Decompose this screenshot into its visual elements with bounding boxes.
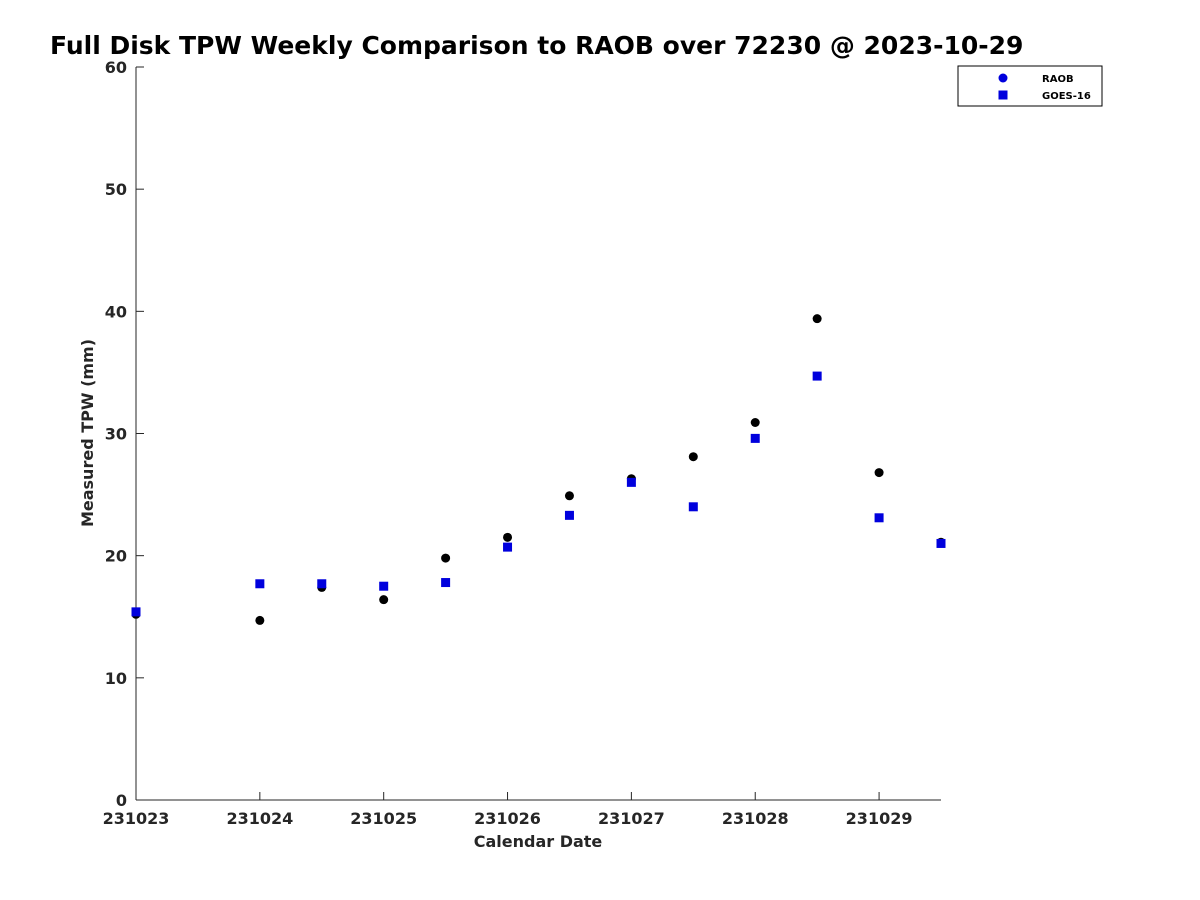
goes-16-point [812, 371, 822, 381]
legend-label-raob: RAOB [1042, 74, 1074, 85]
raob-point [812, 314, 822, 324]
goes-16-point [379, 581, 389, 591]
goes-16-point [750, 433, 760, 443]
y-tick-label: 30 [105, 425, 127, 444]
y-tick-label: 40 [105, 302, 127, 321]
goes-16-point [255, 579, 265, 589]
raob-point [503, 532, 513, 542]
x-tick-label: 231026 [474, 809, 541, 828]
legend-marker-goes-16 [998, 90, 1008, 100]
goes-16-point [317, 579, 327, 589]
raob-point [874, 468, 884, 478]
raob-point [255, 615, 265, 625]
x-tick-label: 231024 [226, 809, 293, 828]
x-tick-label: 231028 [722, 809, 789, 828]
goes-16-point [564, 510, 574, 520]
y-tick-label: 60 [105, 58, 127, 77]
x-tick-label: 231025 [350, 809, 417, 828]
legend-label-goes-16: GOES-16 [1042, 91, 1091, 102]
chart-title: Full Disk TPW Weekly Comparison to RAOB … [50, 31, 1023, 60]
goes-16-point [503, 542, 513, 552]
legend-marker-raob [998, 73, 1008, 83]
legend: RAOB GOES-16 [957, 65, 1103, 107]
y-tick-label: 50 [105, 180, 127, 199]
x-tick-label: 231027 [598, 809, 665, 828]
raob-point [441, 553, 451, 563]
goes-16-point [688, 502, 698, 512]
raob-point [688, 452, 698, 462]
goes-16-point [626, 477, 636, 487]
y-tick-label: 10 [105, 669, 127, 688]
x-tick-label: 231029 [846, 809, 913, 828]
raob-point [564, 491, 574, 501]
x-axis-label: Calendar Date [474, 832, 603, 851]
data-points [131, 314, 946, 625]
ticks: 0 10 20 30 40 50 60 231023 231024 231025 231026 231… [103, 58, 913, 828]
axes [135, 67, 941, 801]
goes-16-point [131, 607, 141, 617]
y-tick-label: 20 [105, 547, 127, 566]
goes-16-point [441, 578, 451, 588]
x-tick-label: 231023 [103, 809, 170, 828]
legend-box [957, 65, 1103, 107]
y-axis-label: Measured TPW (mm) [78, 339, 97, 527]
raob-point [379, 595, 389, 605]
goes-16-point [874, 513, 884, 523]
y-tick-label: 0 [116, 791, 127, 810]
goes-16-point [936, 538, 946, 548]
raob-point [750, 418, 760, 428]
